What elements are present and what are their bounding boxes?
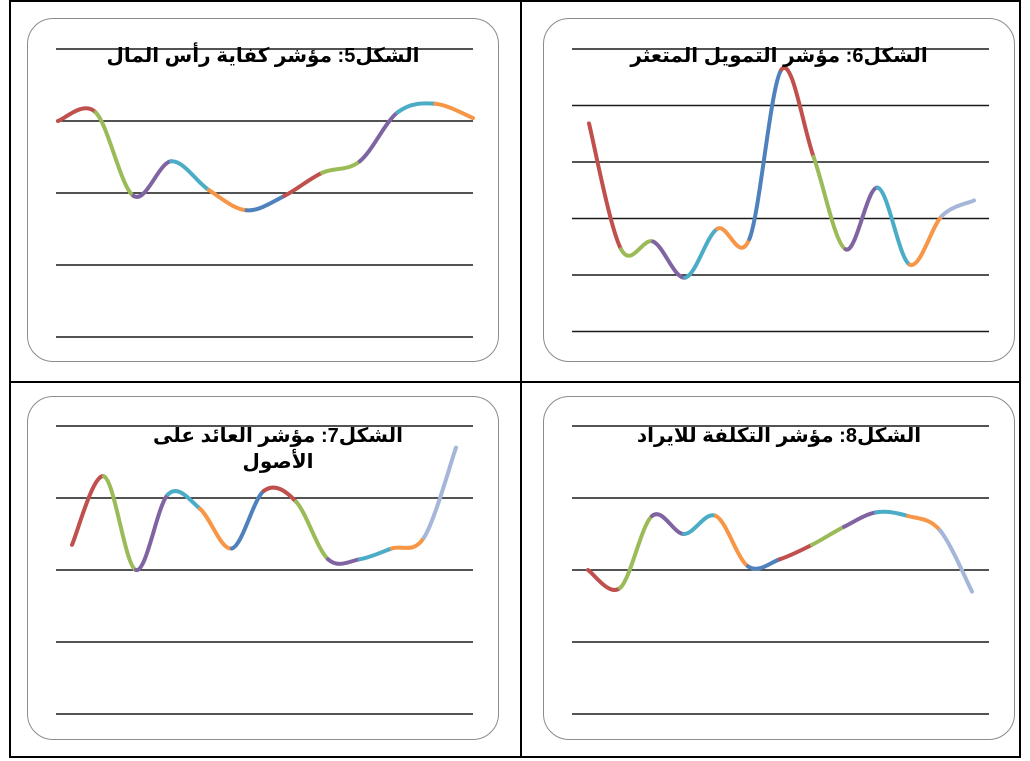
- chart-return-on-assets: [56, 425, 473, 715]
- series-line-segment: [56, 106, 98, 123]
- series-line-segment: [357, 110, 400, 164]
- series-line-segment: [320, 159, 362, 175]
- series-line-segment: [230, 488, 266, 551]
- chart-panel-capital-adequacy: الشكل5: مؤشر كفاية رأس المال: [27, 18, 499, 362]
- series-line-segment: [683, 226, 720, 280]
- series-line-segment: [778, 542, 814, 562]
- chart-title: الشكل5: مؤشر كفاية رأس المال: [106, 45, 420, 67]
- series-line-segment: [326, 557, 362, 566]
- chart-title: الشكل8: مؤشر التكلفة للايراد: [636, 425, 922, 447]
- series-line-segment: [131, 159, 174, 199]
- table-row-divider: [9, 381, 1021, 383]
- series-line-segment: [843, 185, 880, 252]
- chart-panel-non-performing-finance: الشكل6: مؤشر التمويل المتعثر: [543, 18, 1015, 362]
- series-line-segment: [198, 506, 234, 551]
- layout-table: [9, 0, 1021, 758]
- series-line-segment: [874, 509, 910, 518]
- series-line-segment: [619, 239, 656, 258]
- series-line-segment: [102, 474, 138, 572]
- chart-panel-return-on-assets: الشكل7: مؤشر العائد على الأصول: [27, 396, 499, 740]
- series-line-segment: [618, 514, 654, 590]
- series-line-segment: [358, 546, 394, 562]
- series-line-segment: [587, 121, 624, 252]
- series-line-segment: [166, 489, 202, 511]
- series-line-segment: [939, 198, 976, 218]
- series-line-segment: [875, 185, 912, 267]
- series-line-segment: [938, 528, 974, 594]
- series-line-segment: [714, 514, 750, 569]
- series-line-segment: [395, 101, 438, 115]
- chart-non-performing-finance: [572, 48, 989, 333]
- series-line-segment: [715, 226, 752, 250]
- series-line-segment: [294, 499, 330, 562]
- series-line-segment: [811, 154, 848, 252]
- series-line-segment: [169, 159, 211, 193]
- series-line-segment: [842, 510, 878, 529]
- series-line-segment: [262, 485, 298, 504]
- series-line-segment: [747, 67, 784, 241]
- chart-title: الشكل7: مؤشر العائد على الأصول: [153, 425, 403, 473]
- series-line-segment: [650, 512, 686, 536]
- series-line-segment: [779, 65, 816, 159]
- series-line-segment: [907, 213, 944, 267]
- series-line-segment: [682, 513, 718, 536]
- series-line-segment: [70, 474, 106, 547]
- series-line-segment: [282, 170, 325, 198]
- series-line-segment: [93, 110, 136, 198]
- chart-capital-adequacy: [56, 48, 475, 338]
- series-line-segment: [586, 568, 622, 592]
- series-line-segment: [134, 492, 170, 572]
- series-line-segment: [390, 535, 426, 551]
- table-column-divider: [520, 0, 522, 758]
- series-line-segment: [651, 239, 688, 280]
- series-line-segment: [244, 193, 287, 213]
- chart-cost-to-income: [572, 425, 989, 715]
- series-line-segment: [810, 524, 846, 547]
- chart-panel-cost-to-income: الشكل8: مؤشر التكلفة للايراد: [543, 396, 1015, 740]
- series-line-segment: [206, 188, 249, 213]
- series-line-segment: [422, 445, 458, 540]
- chart-title: الشكل6: مؤشر التمويل المتعثر: [630, 45, 928, 67]
- series-line-segment: [746, 557, 782, 571]
- series-line-segment: [906, 514, 942, 533]
- series-line-segment: [433, 101, 475, 121]
